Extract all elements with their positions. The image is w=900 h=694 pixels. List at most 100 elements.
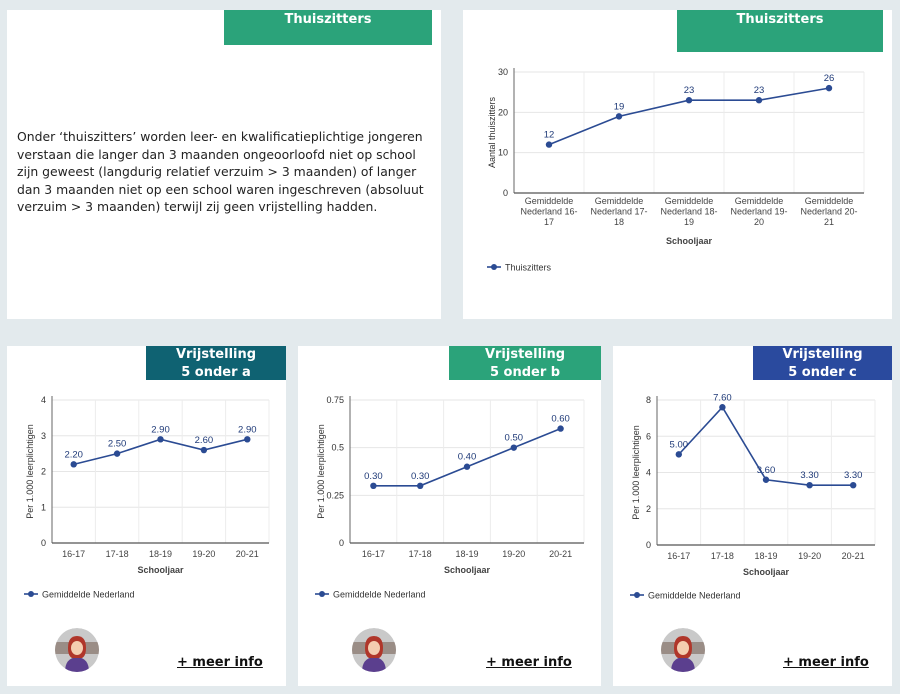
legend-label: Gemiddelde Nederland <box>333 590 426 600</box>
header-line-2: 5 onder c <box>788 365 857 380</box>
series-line <box>73 438 248 466</box>
data-label: 0.60 <box>551 414 570 425</box>
card-header: Thuiszitters <box>677 10 883 52</box>
avatar <box>55 628 99 672</box>
x-tick-label: 16-17 <box>62 549 85 559</box>
data-point <box>755 97 763 104</box>
header-line-1: Vrijstelling <box>175 347 257 362</box>
data-label: 2.90 <box>238 424 257 435</box>
data-point <box>675 451 682 458</box>
x-tick-label: 18-19 <box>754 551 777 561</box>
x-tick-label: Nederland 16- <box>520 207 577 217</box>
y-tick-label: 0.25 <box>326 490 344 500</box>
x-tick-label: 18-19 <box>455 549 478 559</box>
x-tick-label: 17-18 <box>409 549 432 559</box>
y-tick-label: 2 <box>41 467 46 477</box>
data-point <box>615 113 623 120</box>
x-tick-label: 19-20 <box>798 551 821 561</box>
card-header: Vrijstelling 5 onder a <box>146 346 286 380</box>
legend-label: Gemiddelde Nederland <box>648 591 741 601</box>
y-axis-title: Per 1.000 leerplichtigen <box>631 425 641 520</box>
legend-label: Gemiddelde Nederland <box>42 590 135 600</box>
x-axis-title: Schooljaar <box>666 236 713 246</box>
data-label: 2.90 <box>151 424 170 435</box>
more-info-link[interactable]: + meer info <box>783 655 869 670</box>
data-label: 3.30 <box>800 470 819 481</box>
y-tick-label: 3 <box>41 431 46 441</box>
x-tick-label: Nederland 19- <box>730 207 787 217</box>
data-label: 23 <box>684 85 695 96</box>
y-tick-label: 2 <box>646 504 651 514</box>
thuiszitters-info-card: Thuiszitters Onder ‘thuiszitters’ worden… <box>7 10 441 319</box>
y-axis-title: Per 1.000 leerplichtigen <box>316 424 326 519</box>
y-tick-label: 0 <box>646 540 651 550</box>
y-tick-label: 10 <box>498 148 508 158</box>
data-label: 23 <box>754 85 765 96</box>
card-header: Vrijstelling 5 onder b <box>449 346 601 380</box>
more-info-link[interactable]: + meer info <box>486 655 572 670</box>
avatar <box>661 628 705 672</box>
y-axis-title: Aantal thuiszitters <box>487 96 497 168</box>
data-label: 0.50 <box>505 433 524 444</box>
x-tick-label: 20 <box>754 217 764 227</box>
data-point <box>157 436 164 443</box>
vrijstelling-a-line-chart: 0 1 2 3 4 16-17 17-18 18-19 19-20 20-21 Schooljaar… <box>24 395 270 600</box>
x-tick-label: 18-19 <box>149 549 172 559</box>
x-tick-label: Gemiddelde <box>805 196 854 206</box>
vrijstelling-c-card: Vrijstelling 5 onder c 0 2 4 6 8 16-17 17-18 18… <box>613 346 892 686</box>
x-tick-label: Gemiddelde <box>665 196 714 206</box>
data-label: 19 <box>614 101 625 112</box>
data-point <box>545 141 553 148</box>
y-tick-label: 4 <box>41 395 46 405</box>
data-point <box>370 482 377 489</box>
x-axis-title: Schooljaar <box>137 565 184 575</box>
x-tick-label: Nederland 18- <box>660 207 717 217</box>
header-line-2: 5 onder b <box>489 365 561 380</box>
data-point <box>200 446 208 454</box>
x-tick-label: Gemiddelde <box>595 196 644 206</box>
data-point <box>685 97 693 104</box>
x-tick-label: 20-21 <box>842 551 865 561</box>
data-label: 0.30 <box>364 471 383 482</box>
y-tick-label: 0 <box>41 538 46 548</box>
x-tick-label: Gemiddelde <box>735 196 784 206</box>
x-tick-label: 20-21 <box>236 549 259 559</box>
y-tick-label: 0 <box>503 188 508 198</box>
x-tick-label: 19-20 <box>192 549 215 559</box>
x-axis-title: Schooljaar <box>444 565 491 575</box>
data-point <box>417 482 424 489</box>
x-tick-label: 18 <box>614 217 624 227</box>
header-line-1: Vrijstelling <box>484 347 566 362</box>
data-point <box>463 463 471 470</box>
x-tick-label: 16-17 <box>667 551 690 561</box>
data-label: 3.60 <box>757 465 776 476</box>
data-label: 2.60 <box>195 435 214 446</box>
header-line-2: 5 onder a <box>181 365 251 380</box>
data-label: 3.30 <box>844 470 863 481</box>
x-tick-label: 20-21 <box>549 549 572 559</box>
data-label: 2.50 <box>108 439 127 450</box>
data-label: 0.40 <box>458 452 477 463</box>
vrijstelling-b-card: Vrijstelling 5 onder b 0 0.25 0.5 0.75 16-17… <box>298 346 601 686</box>
y-tick-label: 8 <box>646 395 651 405</box>
data-point <box>806 481 813 489</box>
y-tick-label: 0.75 <box>326 395 344 405</box>
y-tick-label: 1 <box>41 502 46 512</box>
x-tick-label: 21 <box>824 217 834 227</box>
x-tick-label: Nederland 17- <box>590 207 647 217</box>
y-tick-label: 0 <box>339 538 344 548</box>
x-tick-label: 17 <box>544 217 554 227</box>
y-tick-label: 30 <box>498 67 508 77</box>
data-point <box>244 436 251 443</box>
legend-marker <box>491 264 497 270</box>
y-tick-label: 6 <box>646 431 651 441</box>
x-tick-label: 17-18 <box>106 549 129 559</box>
vrijstelling-c-line-chart: 0 2 4 6 8 16-17 17-18 18-19 19-20 20-21 Schooljaar… <box>630 392 876 601</box>
header-line-1: Vrijstelling <box>782 347 863 362</box>
x-tick-label: 19-20 <box>502 549 525 559</box>
x-tick-label: 17-18 <box>711 551 734 561</box>
more-info-link[interactable]: + meer info <box>177 655 263 670</box>
data-point <box>557 425 564 432</box>
x-tick-label: 16-17 <box>362 549 385 559</box>
data-point <box>113 450 121 457</box>
